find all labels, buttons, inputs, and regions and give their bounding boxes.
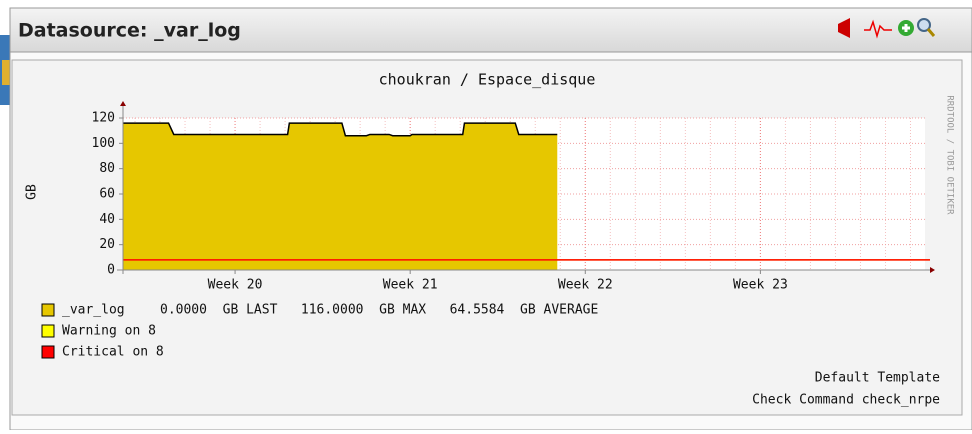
legend-stats: 0.0000 GB LAST 116.0000 GB MAX 64.5584 G… bbox=[160, 303, 598, 318]
y-tick-label: 20 bbox=[99, 237, 115, 252]
y-tick-label: 100 bbox=[92, 136, 115, 151]
x-tick-label: Week 21 bbox=[383, 278, 438, 293]
x-tick-label: Week 22 bbox=[558, 278, 613, 293]
legend-label: Warning on 8 bbox=[62, 324, 156, 339]
y-tick-label: 40 bbox=[99, 212, 115, 227]
footer-line: Check Command check_nrpe bbox=[752, 393, 940, 408]
y-tick-label: 60 bbox=[99, 187, 115, 202]
side-image-detail bbox=[2, 60, 10, 85]
y-axis-label: GB bbox=[25, 184, 40, 200]
y-tick-label: 120 bbox=[92, 111, 115, 126]
area bbox=[123, 123, 557, 270]
x-tick-label: Week 20 bbox=[208, 278, 263, 293]
legend-swatch bbox=[42, 304, 54, 316]
footer-line: Default Template bbox=[815, 371, 940, 386]
legend-label: _var_log bbox=[62, 303, 125, 318]
panel-title: Datasource: _var_log bbox=[18, 20, 241, 42]
side-label: RRDTOOL / TOBI OETIKER bbox=[945, 95, 955, 215]
screen: Datasource: _var_log choukran / Espace_d… bbox=[0, 0, 972, 430]
x-tick-label: Week 23 bbox=[733, 278, 788, 293]
legend-swatch bbox=[42, 325, 54, 337]
y-tick-label: 80 bbox=[99, 161, 115, 176]
page: Datasource: _var_log choukran / Espace_d… bbox=[0, 0, 972, 430]
legend-label: Critical on 8 bbox=[62, 345, 164, 360]
legend-swatch bbox=[42, 346, 54, 358]
chart-title: choukran / Espace_disque bbox=[379, 71, 596, 89]
y-tick-label: 0 bbox=[107, 263, 115, 278]
